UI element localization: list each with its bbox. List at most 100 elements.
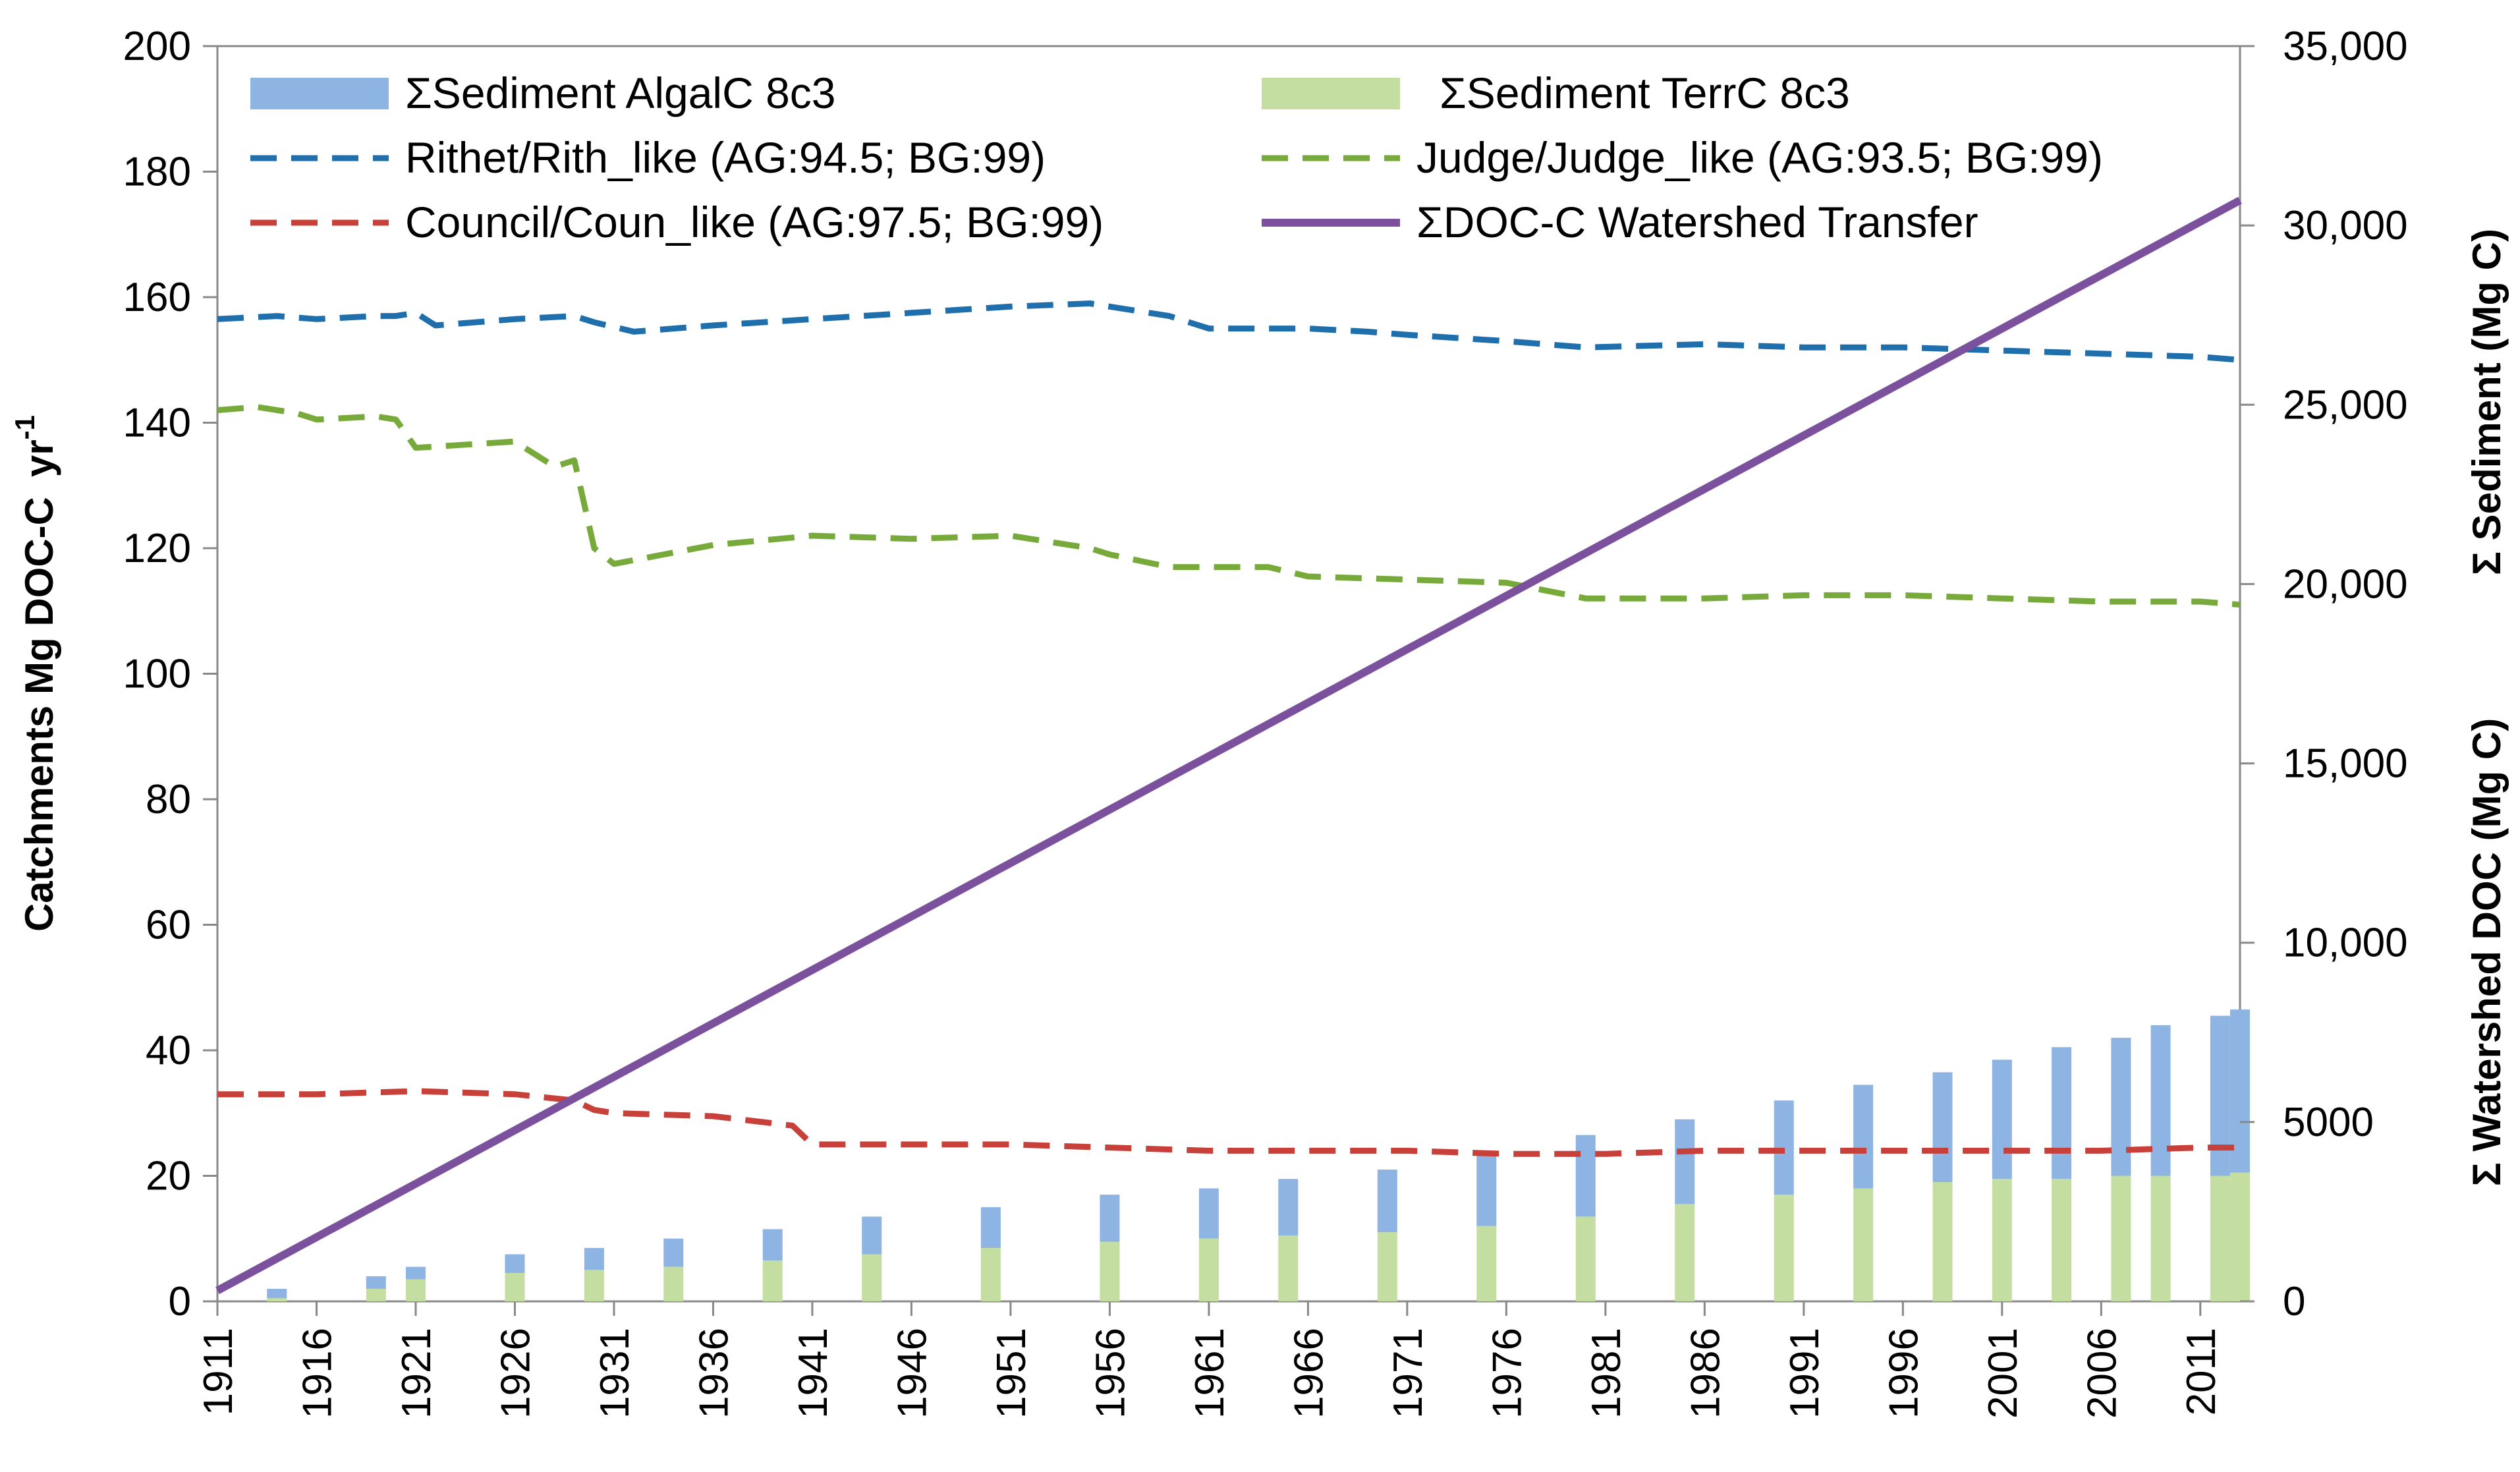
left-tick-label: 160 (123, 275, 191, 320)
x-tick-label: 1926 (493, 1328, 538, 1419)
bar-terr-1975 (1476, 1226, 1497, 1301)
x-tick-label: 1911 (196, 1328, 241, 1415)
bar-algal-1990 (1774, 1100, 1794, 1195)
bar-algal-2007 (2111, 1037, 2131, 1176)
legend-label-terr: ΣSediment TerrC 8c3 (1440, 69, 1850, 117)
sediment-bars (267, 1009, 2250, 1301)
bar-terr-2012 (2210, 1175, 2230, 1301)
bar-algal-1975 (1476, 1154, 1497, 1226)
legend-label-doc: ΣDOC-C Watershed Transfer (1416, 198, 1978, 246)
legend-label-rithet: Rithet/Rith_like (AG:94.5; BG:99) (405, 133, 1046, 182)
bar-terr-2001 (1992, 1179, 2012, 1301)
right-axis-title-watershed-doc: Σ Watershed DOC (Mg C) (2465, 718, 2509, 1186)
bar-terr-2007 (2111, 1175, 2131, 1301)
x-tick-label: 1941 (791, 1328, 836, 1419)
left-tick-label: 100 (123, 652, 191, 697)
x-tick-label: 1996 (1881, 1328, 1926, 1419)
x-tick-label: 1946 (889, 1328, 935, 1419)
x-tick-label: 1991 (1782, 1328, 1828, 1419)
right-tick-label: 30,000 (2283, 203, 2408, 248)
series-line-council (217, 1088, 2240, 1157)
left-tick-label: 80 (146, 777, 191, 822)
x-tick-label: 1961 (1187, 1328, 1233, 1419)
bar-algal-1921 (405, 1266, 426, 1280)
bar-algal-1934 (663, 1238, 684, 1267)
right-tick-label: 0 (2283, 1279, 2305, 1324)
x-tick-label: 2001 (1980, 1328, 2026, 1419)
bar-terr-1930 (584, 1270, 604, 1301)
bar-terr-1914 (267, 1298, 287, 1301)
bar-algal-1980 (1575, 1135, 1596, 1217)
bar-terr-2004 (2052, 1179, 2072, 1301)
right-tick-label: 35,000 (2283, 24, 2408, 69)
x-tick-label: 1956 (1088, 1328, 1133, 1419)
left-axis-title-superscript: -1 (9, 415, 40, 439)
axes: 0 20 40 60 80 100 120 140 160 180 200 0 5000 10,000 15… (123, 24, 2408, 1419)
bar-algal-1985 (1675, 1119, 1695, 1204)
bar-terr-1980 (1575, 1216, 1596, 1301)
bar-terr-1956 (1100, 1241, 1120, 1301)
bar-terr-1921 (405, 1279, 426, 1301)
bar-algal-1930 (584, 1248, 604, 1270)
x-tick-label: 1986 (1683, 1328, 1728, 1419)
x-tick-label: 1951 (989, 1328, 1034, 1419)
left-axis-title: Catchments Mg DOC-C yr-1 (9, 415, 61, 932)
left-tick-label: 140 (123, 401, 191, 446)
bar-terr-1934 (663, 1266, 684, 1301)
x-tick-label: 1976 (1484, 1328, 1530, 1419)
x-tick-label: 1931 (592, 1328, 638, 1419)
bar-terr-1926 (505, 1273, 525, 1301)
bar-algal-1961 (1198, 1188, 1219, 1239)
x-tick-label: 1916 (294, 1328, 340, 1419)
left-axis-title-main: Catchments Mg DOC-C (17, 497, 61, 932)
bar-terr-1944 (862, 1254, 882, 1301)
bar-algal-1939 (762, 1229, 783, 1261)
bar-algal-1919 (366, 1276, 386, 1289)
x-tick-label: 2011 (2179, 1328, 2224, 1415)
legend-label-judge: Judge/Judge_like (AG:93.5; BG:99) (1416, 133, 2103, 182)
bar-terr-1950 (980, 1248, 1001, 1301)
bar-algal-2012 (2210, 1015, 2230, 1176)
series-line-judge (217, 404, 2241, 608)
x-tick-label: 1971 (1386, 1328, 1431, 1419)
bar-algal-1956 (1100, 1195, 1120, 1242)
bar-terr-1939 (762, 1260, 783, 1301)
bar-terr-1998 (1932, 1182, 1953, 1301)
bar-terr-1985 (1675, 1204, 1695, 1301)
x-tick-label: 1981 (1584, 1328, 1629, 1419)
bar-algal-1950 (980, 1207, 1001, 1249)
left-axis-title-unit: yr (17, 439, 61, 477)
bar-algal-2001 (1992, 1060, 2012, 1179)
bar-terr-1965 (1278, 1235, 1299, 1301)
bar-algal-2004 (2052, 1047, 2072, 1179)
series-line-doc (215, 196, 2242, 1294)
plot-area (216, 45, 2241, 1303)
x-tick-label: 1921 (394, 1328, 439, 1419)
x-tick-label: 2006 (2079, 1328, 2125, 1419)
bar-terr-1919 (366, 1288, 386, 1301)
bar-algal-1944 (862, 1216, 882, 1255)
left-tick-label: 20 (146, 1154, 191, 1199)
bar-algal-1998 (1932, 1072, 1953, 1183)
right-tick-label: 25,000 (2283, 382, 2408, 428)
series-line-rithet (217, 300, 2241, 363)
right-tick-label: 10,000 (2283, 920, 2408, 966)
bar-terr-2009 (2150, 1175, 2171, 1301)
right-axis-title-sediment: Σ Sediment (Mg C) (2465, 229, 2509, 575)
left-tick-label: 120 (123, 526, 191, 571)
left-tick-label: 180 (123, 150, 191, 195)
bar-algal-1926 (505, 1254, 525, 1274)
right-tick-label: 15,000 (2283, 741, 2408, 787)
left-tick-label: 40 (146, 1028, 191, 1073)
left-tick-label: 0 (169, 1279, 191, 1324)
bar-terr-1994 (1853, 1188, 1874, 1301)
legend-label-algal: ΣSediment AlgalC 8c3 (405, 69, 836, 117)
bar-terr-1990 (1774, 1195, 1794, 1301)
legend-swatch-terr (1262, 78, 1400, 109)
series-lines (215, 196, 2242, 1294)
bar-algal-1965 (1278, 1179, 1299, 1235)
x-tick-label: 1936 (691, 1328, 737, 1419)
bar-algal-1994 (1853, 1085, 1874, 1189)
bar-terr-1961 (1198, 1238, 1219, 1301)
